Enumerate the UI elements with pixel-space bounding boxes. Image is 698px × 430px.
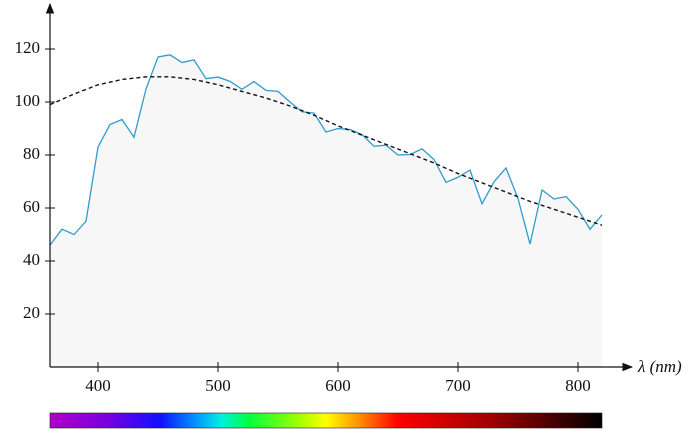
y-tick-label: 20 (23, 303, 40, 322)
x-tick-label: 400 (85, 376, 111, 395)
spectrum-bar (49, 412, 603, 429)
area (50, 54, 602, 367)
y-tick-label: 120 (15, 38, 41, 57)
spectrum-line (49, 54, 603, 246)
plot (49, 54, 603, 367)
x-tick-label: 500 (205, 376, 231, 395)
y-tick-label: 60 (23, 197, 40, 216)
x-tick-label: 600 (325, 376, 351, 395)
x-tick-label: 700 (445, 376, 471, 395)
x-axis-label: λ (nm) (637, 357, 682, 376)
y-tick-label: 100 (15, 91, 41, 110)
reference-curve (49, 76, 603, 226)
y-tick-label: 40 (23, 250, 40, 269)
x-tick-label: 800 (565, 376, 591, 395)
y-tick-label: 80 (23, 144, 40, 163)
